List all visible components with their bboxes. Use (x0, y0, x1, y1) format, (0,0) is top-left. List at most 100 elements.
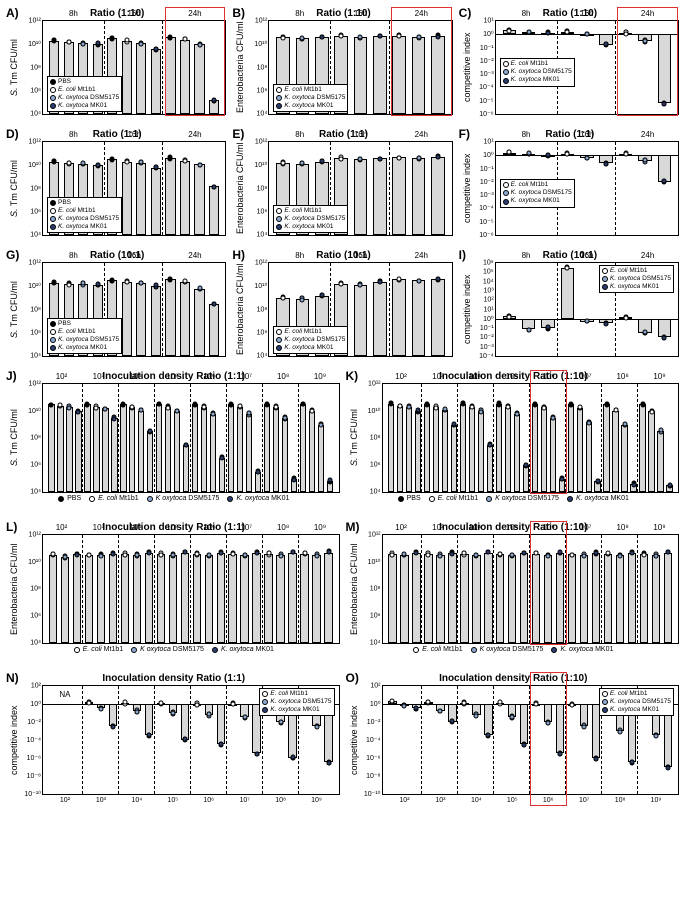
bar (484, 704, 492, 736)
panel-D: D)Ratio (1:1)S. Tm CFU/ml10⁴10⁶10⁸10¹⁰10… (8, 129, 226, 236)
bar (568, 554, 576, 643)
bar (639, 404, 645, 492)
panel-label: J) (6, 369, 17, 383)
panel-O: O)Inoculation density Ratio (1:10)compet… (348, 673, 680, 795)
chart-wrap: Enterobacteria CFU/ml10⁴10⁶10⁸10¹⁰10¹²8h… (234, 141, 452, 236)
data-point (595, 478, 600, 483)
data-point (416, 156, 421, 161)
group-headers: 8h16h24h (496, 251, 678, 260)
data-point (281, 296, 286, 301)
bar (431, 279, 445, 356)
data-point (526, 30, 531, 35)
bar (616, 555, 624, 643)
data-point (438, 554, 443, 559)
legend-label: K. oxytoca MK01 (58, 102, 107, 110)
chart-area: 10⁴10⁶10⁸10¹⁰10¹²8h16h24hE. coli Mt1b1K.… (268, 262, 452, 357)
bar (122, 162, 132, 235)
y-axis-label: competitive index (461, 262, 473, 357)
data-point (486, 733, 491, 738)
bar (520, 704, 528, 745)
legend-label: K. oxytoca DSM5175 (610, 275, 671, 283)
data-point (565, 29, 570, 34)
data-point (623, 315, 628, 320)
bar (658, 34, 672, 103)
bar (194, 164, 204, 235)
chart-wrap: competitive index 10⁻⁶10⁻⁵10⁻⁴10⁻³10⁻²10⁻… (461, 20, 679, 115)
bar (165, 37, 175, 114)
group-headers: 8h16h24h (269, 130, 451, 139)
data-point (584, 32, 589, 37)
bar (180, 282, 190, 356)
data-point (397, 277, 402, 282)
bar (532, 404, 538, 492)
bar-group (155, 686, 191, 794)
data-point (523, 462, 528, 467)
data-point (604, 161, 609, 166)
data-point (302, 551, 307, 556)
chart-wrap: competitive index10⁻¹⁰10⁻⁸10⁻⁶10⁻⁴10⁻²10… (8, 685, 340, 795)
data-point (85, 403, 90, 408)
data-point (110, 551, 115, 556)
bar-group (390, 263, 448, 356)
chart-area: 10⁴10⁶10⁸10¹⁰10¹²8h16h24hPBSE. coli Mt1b… (42, 262, 226, 357)
data-point (168, 155, 173, 160)
data-point (414, 551, 419, 556)
bar (544, 555, 552, 643)
bar-group (638, 535, 674, 643)
bar (300, 554, 308, 643)
bar (165, 158, 175, 235)
data-point (522, 742, 527, 747)
y-ticks: 10⁴10⁶10⁸10¹⁰10¹² (247, 263, 267, 356)
bar (201, 407, 207, 492)
group-headers: 8h16h24h (269, 9, 451, 18)
panel-title: Inoculation density Ratio (1:1) (8, 673, 340, 684)
data-point (642, 330, 647, 335)
bar (264, 404, 270, 492)
chart-wrap: S. Tm CFU/ml10⁴10⁶10⁸10¹⁰10¹²10²10³10⁴10… (348, 383, 680, 493)
legend-label: K. oxytoca DSM5175 (284, 215, 345, 223)
data-point (586, 420, 591, 425)
legend: E. coli Mt1b1K. oxytoca DSM5175K. oxytoc… (259, 688, 334, 716)
data-point (658, 428, 663, 433)
bar (151, 286, 161, 356)
bar (556, 553, 564, 643)
bar (237, 407, 243, 492)
data-point (546, 720, 551, 725)
panel-label: G) (6, 248, 19, 262)
data-point (52, 281, 57, 286)
data-point (541, 405, 546, 410)
data-point (514, 412, 519, 417)
legend-label: K. oxytoca DSM5175 (610, 698, 671, 706)
legend: E. coli Mt1b1K. oxytoca DSM5175K. oxytoc… (599, 688, 674, 716)
bar (93, 407, 99, 492)
bar-group (458, 384, 494, 492)
data-point (559, 477, 564, 482)
data-point (157, 402, 162, 407)
legend-swatch (50, 329, 56, 335)
data-point (414, 705, 419, 710)
bar (487, 445, 493, 492)
data-point (278, 553, 283, 558)
data-point (565, 152, 570, 157)
bar (157, 554, 165, 643)
bar (136, 163, 146, 235)
bar (496, 404, 502, 492)
data-point (406, 405, 411, 410)
legend-label: E. coli Mt1b1 (284, 328, 322, 336)
bar (354, 159, 368, 235)
data-point (469, 404, 474, 409)
data-point (242, 552, 247, 557)
data-point (98, 706, 103, 711)
legend-label: K. oxytoca DSM5175 (58, 215, 119, 223)
data-point (577, 405, 582, 410)
panel-label: D) (6, 127, 19, 141)
bar (276, 555, 284, 643)
data-point (110, 35, 115, 40)
y-axis-label: competitive index (461, 20, 473, 115)
data-point (283, 415, 288, 420)
chart-area: 10⁻⁶10⁻⁵10⁻⁴10⁻³10⁻²10⁻¹10⁰10¹8h16h24hE.… (495, 20, 679, 115)
bar (397, 406, 403, 492)
data-point (462, 701, 467, 706)
group-headers: 8h16h24h (496, 9, 678, 18)
data-point (666, 549, 671, 554)
